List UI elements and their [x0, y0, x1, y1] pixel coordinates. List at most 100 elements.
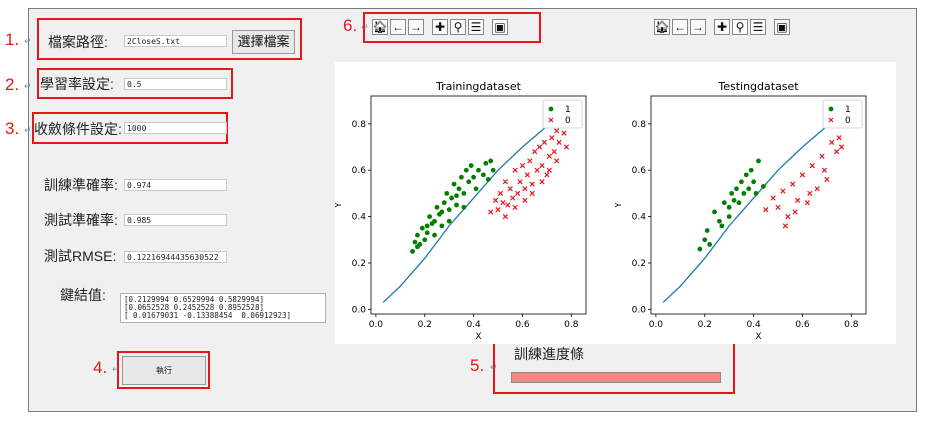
data-point-class-0 [522, 197, 528, 203]
toolbar-highlight [363, 12, 541, 43]
legend-marker [828, 106, 834, 112]
data-point-class-1 [449, 195, 455, 201]
data-point-class-1 [427, 214, 433, 219]
data-point-class-1 [456, 186, 462, 192]
y-axis-label: Y [614, 202, 623, 208]
y-tick-label: 0.8 [352, 120, 367, 130]
x-tick-label: 0.6 [515, 320, 530, 330]
zoom-icon[interactable]: ⚲ [732, 19, 748, 35]
data-point-class-1 [444, 191, 450, 196]
weights-textbox[interactable]: [0.2129994 0.6529994 0.5829994] [0.065252… [120, 293, 326, 323]
x-tick-label: 0.6 [795, 320, 810, 330]
convergence-field[interactable]: 1000 [124, 122, 227, 134]
data-point-class-1 [485, 177, 491, 182]
decision-boundary-line [382, 109, 572, 303]
zoom-icon[interactable]: ⚲ [450, 19, 466, 35]
x-axis-label: X [755, 332, 761, 342]
data-point-class-0 [529, 181, 535, 187]
data-point-class-0 [785, 213, 791, 220]
progress-bar [511, 372, 721, 383]
data-point-class-1 [721, 200, 727, 206]
data-point-class-0 [510, 195, 516, 201]
pan-icon[interactable]: ✚ [432, 19, 448, 35]
x-tick-label: 0.8 [844, 320, 859, 330]
data-point-class-0 [561, 130, 567, 136]
forward-icon[interactable]: → [408, 19, 424, 35]
weights-line: [0.0652528 0.2452528 0.8952528] [124, 303, 264, 312]
data-point-class-1 [471, 174, 477, 180]
data-point-class-0 [532, 149, 538, 155]
configure-icon[interactable]: ☰ [468, 19, 484, 35]
y-tick-label: 0.2 [352, 259, 366, 269]
data-point-class-1 [454, 193, 459, 199]
data-point-class-0 [794, 197, 801, 203]
data-point-class-0 [834, 149, 840, 155]
train-accuracy-label: 訓練準確率: [44, 177, 118, 193]
data-point-class-0 [819, 153, 825, 159]
data-point-class-0 [502, 213, 508, 220]
x-tick-label: 0.0 [369, 320, 384, 330]
x-tick-label: 0.2 [418, 320, 432, 330]
return-mark: ↵ [24, 125, 32, 135]
data-point-class-1 [415, 232, 420, 238]
data-point-class-1 [446, 218, 452, 224]
data-point-class-0 [563, 144, 570, 150]
data-point-class-1 [729, 191, 735, 196]
data-point-class-0 [495, 207, 501, 213]
data-point-class-0 [821, 167, 828, 173]
data-point-class-1 [702, 237, 708, 243]
save-icon[interactable]: ▣ [774, 19, 790, 35]
choose-file-button[interactable]: 選擇檔案 [232, 30, 295, 54]
data-point-class-0 [556, 139, 562, 146]
data-point-class-1 [432, 218, 437, 224]
data-point-class-1 [480, 172, 486, 178]
data-point-class-0 [541, 139, 548, 146]
test-rmse-label: 測試RMSE: [44, 248, 117, 264]
plot-toolbar-training: 🏠︎ ← → ✚ ⚲ ☰ ▣ [372, 18, 510, 36]
configure-icon[interactable]: ☰ [750, 19, 766, 35]
save-icon[interactable]: ▣ [492, 19, 508, 35]
learning-rate-field[interactable]: 0.5 [124, 78, 227, 90]
data-point-class-0 [507, 186, 513, 192]
data-point-class-0 [763, 207, 769, 213]
data-point-class-0 [527, 158, 533, 164]
legend-label: 0 [565, 116, 571, 126]
data-point-class-0 [505, 202, 511, 208]
learning-rate-label: 學習率設定: [40, 76, 114, 92]
data-point-class-0 [792, 209, 798, 215]
annotation-number-4: 4. [93, 358, 108, 377]
data-point-class-0 [524, 172, 530, 178]
data-point-class-1 [751, 179, 757, 185]
data-point-class-1 [743, 172, 749, 178]
y-tick-label: 0.6 [352, 166, 367, 176]
chart-title: Trainingdataset [435, 80, 522, 93]
pan-icon[interactable]: ✚ [714, 19, 730, 35]
progress-fill [512, 373, 720, 382]
home-icon[interactable]: 🏠︎ [654, 19, 670, 35]
data-point-class-1 [422, 237, 428, 243]
annotation-number-5: 5. [470, 356, 485, 375]
y-tick-label: 0.8 [632, 120, 647, 130]
x-axis-label: X [475, 332, 481, 342]
return-mark: ↵ [24, 36, 32, 46]
forward-icon[interactable]: → [690, 19, 706, 35]
back-icon[interactable]: ← [672, 19, 688, 35]
data-point-class-1 [717, 218, 722, 224]
home-icon[interactable]: 🏠︎ [372, 19, 388, 35]
data-point-class-1 [439, 223, 445, 229]
data-point-class-0 [546, 153, 552, 159]
data-point-class-1 [712, 209, 717, 215]
x-tick-label: 0.4 [466, 320, 481, 330]
data-point-class-0 [790, 181, 796, 187]
data-point-class-1 [756, 158, 761, 164]
data-point-class-0 [782, 223, 788, 229]
test-accuracy-label: 測試準確率: [44, 212, 118, 228]
annotation-number-3: 3. [5, 119, 20, 138]
back-icon[interactable]: ← [390, 19, 406, 35]
legend-marker [548, 106, 554, 112]
run-button[interactable]: 執行 [122, 356, 206, 385]
data-point-class-0 [544, 172, 550, 178]
return-mark: ↵ [112, 364, 120, 374]
data-point-class-1 [468, 163, 474, 168]
file-path-field[interactable]: 2CloseS.txt [124, 35, 227, 47]
